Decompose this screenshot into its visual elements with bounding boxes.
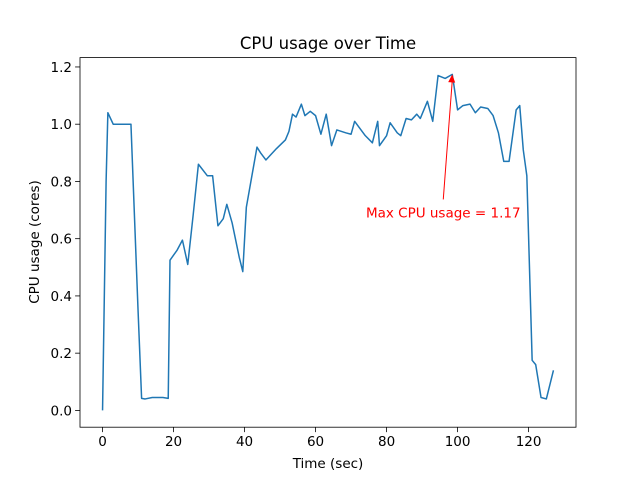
x-tick-label: 80 xyxy=(378,434,395,450)
y-tick-label: 0.6 xyxy=(51,232,72,248)
line xyxy=(101,73,555,411)
annotation-arrow xyxy=(442,80,453,200)
y-axis-label: CPU usage (cores) xyxy=(27,180,43,304)
x-axis-label: Time (sec) xyxy=(292,456,364,472)
y-tick-label: 0.8 xyxy=(51,174,72,190)
annotation-arrowhead xyxy=(448,74,456,83)
x-tick-label: 20 xyxy=(165,434,182,450)
x-tick-label: 0 xyxy=(98,434,107,450)
x-tick-label: 40 xyxy=(236,434,253,450)
x-tick-label: 60 xyxy=(307,434,324,450)
chart-title: CPU usage over Time xyxy=(240,34,416,53)
y-tick-label: 0.2 xyxy=(51,346,72,362)
plot-frame xyxy=(79,57,577,428)
annotation-text: Max CPU usage = 1.17 xyxy=(366,205,521,221)
y-tick-label: 0.4 xyxy=(51,289,72,305)
x-tick-label: 120 xyxy=(516,434,542,450)
y-tick-label: 1.0 xyxy=(51,117,72,133)
y-tick-label: 0.0 xyxy=(51,403,72,419)
y-tick-label: 1.2 xyxy=(51,60,72,76)
x-tick-label: 100 xyxy=(445,434,471,450)
